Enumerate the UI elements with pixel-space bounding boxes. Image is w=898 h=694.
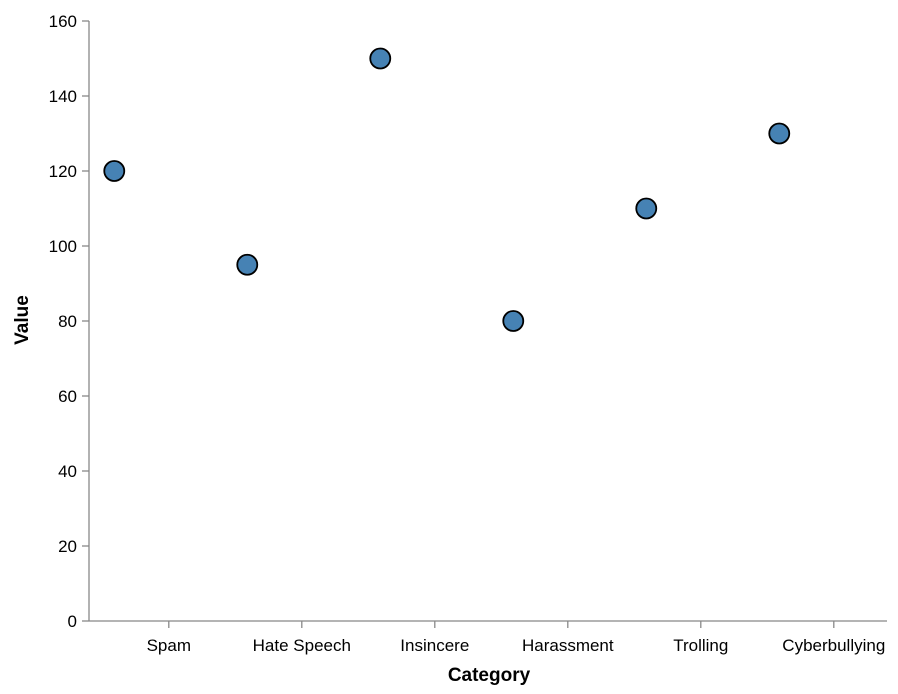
x-tick-label: Trolling	[673, 636, 728, 655]
y-tick-label: 120	[49, 162, 77, 181]
x-tick-label: Cyberbullying	[782, 636, 885, 655]
y-tick-label: 140	[49, 87, 77, 106]
data-points	[103, 47, 791, 332]
y-axis-title: Value	[12, 295, 33, 345]
y-tick-label: 40	[58, 462, 77, 481]
x-axis-title: Category	[448, 665, 531, 686]
data-point	[369, 47, 392, 70]
y-axis: 0 20 40 60 80 100 120 140 160	[49, 12, 90, 631]
y-tick-label: 60	[58, 387, 77, 406]
y-tick-label: 20	[58, 537, 77, 556]
y-tick-label: 100	[49, 237, 77, 256]
x-tick-label: Spam	[147, 636, 191, 655]
data-point	[502, 310, 525, 332]
y-tick-label: 0	[68, 612, 77, 631]
x-axis: Spam Hate Speech Insincere Harassment Trolli…	[89, 620, 887, 655]
x-tick-label: Hate Speech	[253, 636, 351, 655]
data-point	[103, 160, 126, 182]
y-tick-label: 80	[58, 312, 77, 331]
data-point	[768, 122, 791, 145]
x-tick-label: Insincere	[400, 636, 469, 655]
x-tick-label: Harassment	[522, 636, 614, 655]
data-point	[635, 197, 658, 220]
y-tick-label: 160	[49, 12, 77, 31]
data-point	[236, 253, 259, 276]
